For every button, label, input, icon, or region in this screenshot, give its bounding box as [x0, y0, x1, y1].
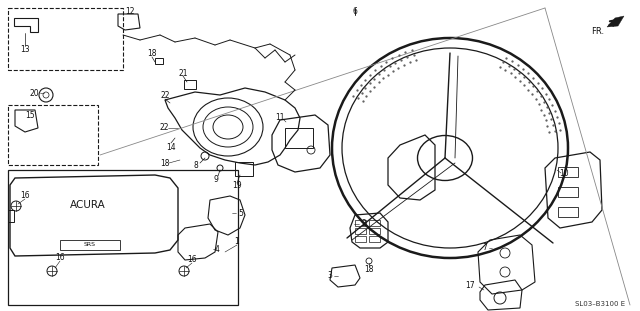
Bar	[285, 128, 313, 148]
Bar	[8, 210, 14, 222]
Text: 8: 8	[194, 161, 198, 170]
Text: SL03–B3100 E: SL03–B3100 E	[575, 301, 625, 307]
Bar	[235, 162, 253, 176]
Text: 18: 18	[364, 266, 374, 275]
Text: SRS: SRS	[84, 243, 96, 248]
Bar	[155, 58, 163, 64]
Text: 5: 5	[238, 208, 243, 217]
Text: 16: 16	[187, 256, 197, 264]
Text: ACURA: ACURA	[70, 200, 106, 210]
Text: 2: 2	[361, 220, 365, 229]
Bar	[355, 236, 366, 242]
Bar	[8, 105, 98, 165]
Text: 22: 22	[159, 123, 169, 132]
Text: 18: 18	[147, 49, 157, 58]
Bar	[369, 236, 380, 242]
Text: 3: 3	[327, 272, 332, 281]
Text: 22: 22	[160, 91, 170, 100]
Text: FR.: FR.	[591, 27, 604, 36]
Text: 19: 19	[232, 182, 242, 191]
Bar	[8, 8, 123, 70]
Bar	[369, 228, 380, 234]
Text: 16: 16	[55, 253, 65, 262]
Text: 13: 13	[20, 45, 30, 54]
Bar	[8, 170, 238, 305]
Text: 17: 17	[465, 281, 475, 290]
Bar	[184, 80, 196, 89]
Text: 4: 4	[214, 244, 220, 253]
Bar	[369, 220, 380, 226]
Bar	[355, 220, 366, 226]
Bar	[558, 187, 578, 197]
Text: 6: 6	[353, 7, 357, 16]
Text: 1: 1	[235, 238, 239, 247]
Bar	[558, 207, 578, 217]
Text: 20: 20	[29, 89, 39, 98]
Text: 9: 9	[214, 174, 218, 183]
Bar	[60, 240, 120, 250]
Text: 10: 10	[559, 169, 568, 178]
Text: 18: 18	[160, 159, 170, 168]
Polygon shape	[607, 16, 624, 27]
Text: 14: 14	[166, 142, 176, 151]
Text: 16: 16	[20, 192, 30, 201]
Text: 11: 11	[275, 114, 285, 123]
Text: 7: 7	[482, 244, 487, 253]
Text: 21: 21	[179, 68, 188, 77]
Bar	[558, 167, 578, 177]
Text: 15: 15	[25, 110, 35, 119]
Text: 12: 12	[125, 7, 135, 16]
Bar	[355, 228, 366, 234]
